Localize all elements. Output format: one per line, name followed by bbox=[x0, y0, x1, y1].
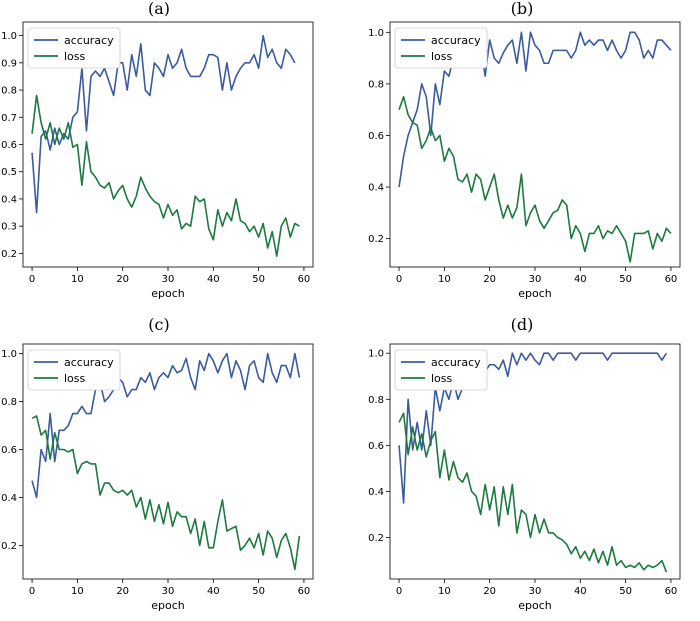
x-tick-label: 40 bbox=[207, 586, 220, 597]
legend-box bbox=[394, 349, 488, 391]
panel-label: (c) bbox=[148, 315, 169, 334]
legend-label-accuracy: accuracy bbox=[64, 356, 114, 369]
y-tick-label: 1.0 bbox=[1, 31, 17, 42]
x-tick-label: 30 bbox=[529, 274, 542, 285]
series-line-loss bbox=[31, 415, 301, 571]
y-tick-label: 0.5 bbox=[1, 167, 17, 178]
chart-panel-4: (d) 0 10 20 30 40 50 60 0.2 0.4 0.6 0.8 1.0 epoch accu… bbox=[368, 315, 681, 612]
chart-panel-2: (b) 0 10 20 30 40 50 60 0.2 0.4 0.6 0.8 1.0 epoch accu… bbox=[368, 0, 681, 300]
legend-label-loss: loss bbox=[64, 372, 86, 385]
panel-label: (d) bbox=[511, 315, 534, 334]
y-tick-label: 0.4 bbox=[1, 493, 17, 504]
x-axis-label: epoch bbox=[518, 287, 552, 300]
x-tick-label: 50 bbox=[252, 586, 265, 597]
y-tick-label: 0.2 bbox=[1, 249, 17, 260]
y-tick-label: 0.9 bbox=[1, 58, 17, 69]
x-tick-label: 50 bbox=[619, 586, 632, 597]
legend: accuracy loss bbox=[27, 349, 121, 391]
x-tick-label: 60 bbox=[298, 586, 311, 597]
legend: accuracy loss bbox=[27, 27, 121, 69]
legend-label-loss: loss bbox=[64, 50, 86, 63]
x-tick-label: 10 bbox=[71, 274, 84, 285]
y-tick-label: 0.8 bbox=[1, 397, 17, 408]
x-tick-label: 10 bbox=[438, 586, 451, 597]
x-tick-label: 30 bbox=[529, 586, 542, 597]
legend-label-accuracy: accuracy bbox=[431, 356, 481, 369]
y-tick-label: 0.8 bbox=[368, 395, 384, 406]
chart-panel-1: (a) 0 10 20 30 40 50 60 0.2 0.3 0.4 0.5 0.6 0.7 0.8 0.9… bbox=[1, 0, 314, 300]
y-tick-label: 0.4 bbox=[368, 183, 384, 194]
x-tick-label: 20 bbox=[116, 586, 129, 597]
series-line-accuracy bbox=[398, 31, 672, 188]
series-line-accuracy bbox=[31, 34, 296, 214]
y-tick-label: 0.8 bbox=[368, 79, 384, 90]
x-tick-label: 60 bbox=[298, 274, 311, 285]
x-axis-label: epoch bbox=[151, 287, 185, 300]
series-line-loss bbox=[398, 95, 672, 263]
x-tick-label: 60 bbox=[665, 274, 678, 285]
y-tick-label: 1.0 bbox=[1, 349, 17, 360]
x-tick-label: 20 bbox=[483, 274, 496, 285]
y-tick-label: 0.6 bbox=[1, 140, 17, 151]
x-tick-label: 60 bbox=[665, 586, 678, 597]
series-line-loss bbox=[31, 94, 300, 257]
y-tick-label: 1.0 bbox=[368, 28, 384, 39]
x-tick-label: 0 bbox=[29, 586, 35, 597]
x-tick-label: 50 bbox=[252, 274, 265, 285]
y-tick-label: 0.8 bbox=[1, 86, 17, 97]
y-tick-label: 0.2 bbox=[368, 234, 384, 245]
y-tick-label: 0.4 bbox=[368, 487, 384, 498]
y-tick-label: 0.6 bbox=[368, 131, 384, 142]
x-tick-label: 40 bbox=[574, 586, 587, 597]
legend-label-loss: loss bbox=[431, 372, 453, 385]
x-tick-label: 20 bbox=[116, 274, 129, 285]
y-tick-label: 0.6 bbox=[368, 441, 384, 452]
series-line-loss bbox=[398, 412, 668, 573]
y-tick-label: 0.2 bbox=[368, 533, 384, 544]
legend-label-loss: loss bbox=[431, 50, 453, 63]
y-tick-label: 1.0 bbox=[368, 349, 384, 360]
x-tick-label: 30 bbox=[162, 586, 175, 597]
x-axis-label: epoch bbox=[151, 599, 185, 612]
chart-panel-3: (c) 0 10 20 30 40 50 60 0.2 0.4 0.6 0.8 1.0 epoch accu… bbox=[1, 315, 314, 612]
y-tick-label: 0.3 bbox=[1, 222, 17, 233]
legend-box bbox=[27, 349, 121, 391]
x-tick-label: 40 bbox=[207, 274, 220, 285]
legend: accuracy loss bbox=[394, 27, 488, 69]
legend-box bbox=[394, 27, 488, 69]
y-tick-label: 0.4 bbox=[1, 194, 17, 205]
legend-label-accuracy: accuracy bbox=[431, 34, 481, 47]
panel-label: (b) bbox=[511, 0, 534, 18]
y-tick-label: 0.7 bbox=[1, 113, 17, 124]
x-tick-label: 30 bbox=[162, 274, 175, 285]
x-tick-label: 20 bbox=[483, 586, 496, 597]
legend-label-accuracy: accuracy bbox=[64, 34, 114, 47]
x-tick-label: 0 bbox=[396, 274, 402, 285]
x-tick-label: 10 bbox=[71, 586, 84, 597]
panel-label: (a) bbox=[148, 0, 170, 18]
legend: accuracy loss bbox=[394, 349, 488, 391]
x-tick-label: 0 bbox=[29, 274, 35, 285]
x-tick-label: 10 bbox=[438, 274, 451, 285]
series-line-accuracy bbox=[31, 352, 301, 499]
x-axis-label: epoch bbox=[518, 599, 552, 612]
y-tick-label: 0.6 bbox=[1, 445, 17, 456]
legend-box bbox=[27, 27, 121, 69]
y-tick-label: 0.2 bbox=[1, 541, 17, 552]
series-line-accuracy bbox=[398, 352, 668, 504]
x-tick-label: 40 bbox=[574, 274, 587, 285]
x-tick-label: 50 bbox=[619, 274, 632, 285]
x-tick-label: 0 bbox=[396, 586, 402, 597]
